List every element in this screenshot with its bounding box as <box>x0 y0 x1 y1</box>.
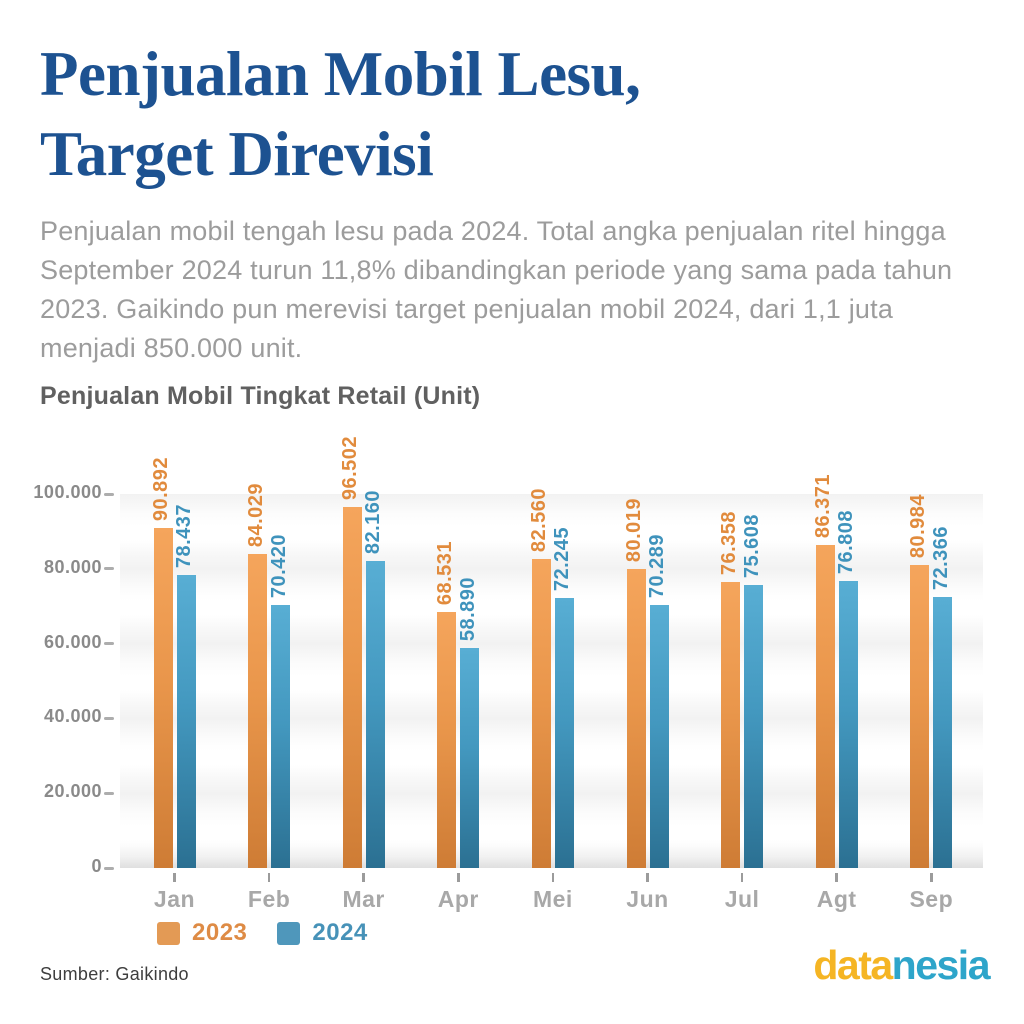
x-axis-label-mei: Mei <box>532 886 573 912</box>
value-label-2024-feb: 70.420 <box>267 533 290 598</box>
x-axis-label-sep: Sep <box>909 886 954 912</box>
value-label-2023-sep: 80.984 <box>906 493 929 558</box>
value-label-2023-mei: 82.560 <box>528 487 551 552</box>
chart-title: Penjualan Mobil Tingkat Retail (Unit) <box>40 382 481 410</box>
y-axis-tick-mark <box>104 716 114 720</box>
value-label-2024-jul: 75.608 <box>740 513 763 578</box>
x-axis-label-mar: Mar <box>342 886 385 912</box>
datanesia-logo: datanesia <box>813 942 991 989</box>
x-axis-label-jun: Jun <box>626 886 669 912</box>
x-axis-label-jan: Jan <box>153 886 196 912</box>
bar-2024-jun <box>649 605 669 868</box>
value-label-2023-jan: 90.892 <box>150 456 172 521</box>
y-axis-tick-mark <box>104 567 114 571</box>
bar-2024-mei <box>554 598 574 868</box>
x-axis-label-feb: Feb <box>247 886 291 912</box>
value-label-2024-jan: 78.437 <box>173 503 195 568</box>
chart-legend: 2023 2024 <box>157 919 368 947</box>
y-axis-tick-label: 20.000 <box>43 781 102 802</box>
bar-2023-mar <box>342 507 362 868</box>
x-axis-label-apr: Apr <box>437 886 479 912</box>
bar-2023-feb <box>248 554 268 868</box>
y-axis-tick-label: 40.000 <box>43 706 102 727</box>
page-title: Penjualan Mobil Lesu, Target Direvisi <box>40 34 641 194</box>
bar-2024-apr <box>460 648 480 868</box>
source-attribution: Sumber: Gaikindo <box>40 964 189 984</box>
value-label-2024-apr: 58.890 <box>456 576 479 641</box>
page-title-line2: Target Direvisi <box>40 119 434 189</box>
bar-2024-mar <box>365 561 385 868</box>
bar-2024-jan <box>176 575 196 868</box>
bar-2023-agt <box>815 545 835 868</box>
y-axis-tick-label: 100.000 <box>33 482 102 502</box>
bar-2023-jan <box>153 528 173 868</box>
x-axis-tick-mark <box>362 873 365 882</box>
bar-chart-plot-area: 0 20.000 40.000 60.000 80.000 100.000 90.892 78… <box>33 436 983 912</box>
value-label-2023-agt: 86.371 <box>812 473 835 538</box>
value-label-2024-mar: 82.160 <box>362 489 385 554</box>
value-label-2023-apr: 68.531 <box>433 540 456 605</box>
y-axis-tick-mark <box>104 866 114 870</box>
page-title-line1: Penjualan Mobil Lesu, <box>40 39 641 109</box>
y-axis-tick-label: 0 <box>91 856 102 876</box>
bar-2023-mei <box>531 559 551 868</box>
bar-2024-sep <box>933 597 953 868</box>
legend-label-2024: 2024 <box>312 919 368 946</box>
page-description: Penjualan mobil tengah lesu pada 2024. T… <box>40 216 953 363</box>
logo-part-data: data <box>813 942 893 988</box>
x-axis-label-jul: Jul <box>724 886 760 912</box>
x-axis-tick-mark <box>835 873 838 882</box>
legend-swatch-2023 <box>157 921 180 945</box>
value-label-2024-sep: 72.366 <box>929 525 952 590</box>
value-label-2023-mar: 96.502 <box>339 435 362 500</box>
bar-2024-jul <box>744 585 764 868</box>
logo-part-nesia: nesia <box>891 942 991 988</box>
x-axis-label-agt: Agt <box>816 886 857 912</box>
y-axis-tick-mark <box>104 642 114 646</box>
legend-item-2024: 2024 <box>277 919 367 947</box>
bar-2023-sep <box>910 565 930 868</box>
x-axis-tick-mark <box>646 873 649 882</box>
bar-2023-jul <box>721 582 741 868</box>
bar-2023-jun <box>626 569 646 868</box>
x-axis-tick-mark <box>267 873 271 882</box>
legend-item-2023: 2023 <box>157 919 247 947</box>
bar-2024-agt <box>838 581 858 868</box>
y-axis-tick-label: 60.000 <box>43 631 102 652</box>
legend-swatch-2024 <box>277 921 301 945</box>
y-axis-tick-label: 80.000 <box>43 556 102 577</box>
value-label-2024-agt: 76.808 <box>835 509 858 574</box>
y-axis-tick-mark <box>104 492 114 496</box>
x-axis-tick-mark <box>551 873 555 882</box>
value-label-2023-jul: 76.358 <box>717 510 740 575</box>
x-axis-tick-mark <box>457 873 460 882</box>
bar-2023-apr <box>437 612 457 868</box>
legend-label-2023: 2023 <box>192 919 248 946</box>
value-label-2024-jun: 70.289 <box>646 533 668 598</box>
value-label-2023-jun: 80.019 <box>623 497 645 562</box>
x-axis-tick-mark <box>930 873 933 882</box>
y-axis-tick-mark <box>104 791 114 795</box>
value-label-2023-feb: 84.029 <box>244 482 267 547</box>
value-label-2024-mei: 72.245 <box>551 526 574 591</box>
bar-2024-feb <box>271 605 291 868</box>
x-axis-tick-mark <box>173 873 176 882</box>
x-axis-tick-mark <box>740 873 744 882</box>
